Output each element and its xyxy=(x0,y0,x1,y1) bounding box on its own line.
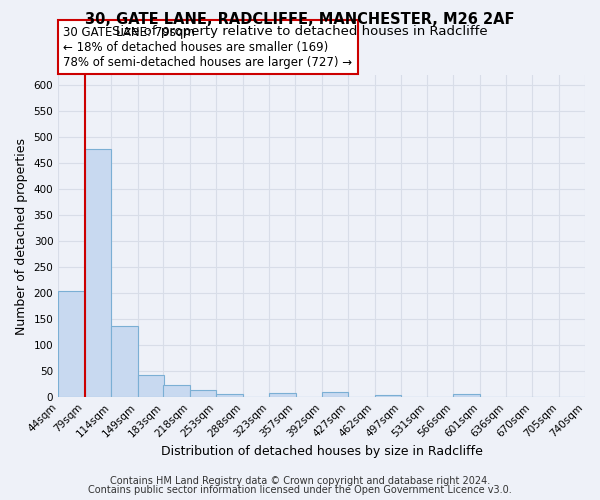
Bar xyxy=(85,149,111,397)
X-axis label: Distribution of detached houses by size in Radcliffe: Distribution of detached houses by size … xyxy=(161,444,482,458)
Text: Size of property relative to detached houses in Radcliffe: Size of property relative to detached ho… xyxy=(112,25,488,38)
Y-axis label: Number of detached properties: Number of detached properties xyxy=(15,138,28,334)
Text: Contains public sector information licensed under the Open Government Licence v3: Contains public sector information licen… xyxy=(88,485,512,495)
Bar xyxy=(137,375,164,397)
Bar xyxy=(269,392,296,397)
Bar xyxy=(374,394,401,397)
Text: Contains HM Land Registry data © Crown copyright and database right 2024.: Contains HM Land Registry data © Crown c… xyxy=(110,476,490,486)
Bar xyxy=(58,291,85,397)
Text: 30 GATE LANE: 79sqm
← 18% of detached houses are smaller (169)
78% of semi-detac: 30 GATE LANE: 79sqm ← 18% of detached ho… xyxy=(64,26,353,68)
Bar xyxy=(217,394,243,397)
Bar xyxy=(322,392,348,397)
Text: 30, GATE LANE, RADCLIFFE, MANCHESTER, M26 2AF: 30, GATE LANE, RADCLIFFE, MANCHESTER, M2… xyxy=(85,12,515,28)
Bar xyxy=(453,394,480,397)
Bar xyxy=(190,390,217,397)
Bar xyxy=(163,385,190,397)
Bar xyxy=(111,326,137,397)
